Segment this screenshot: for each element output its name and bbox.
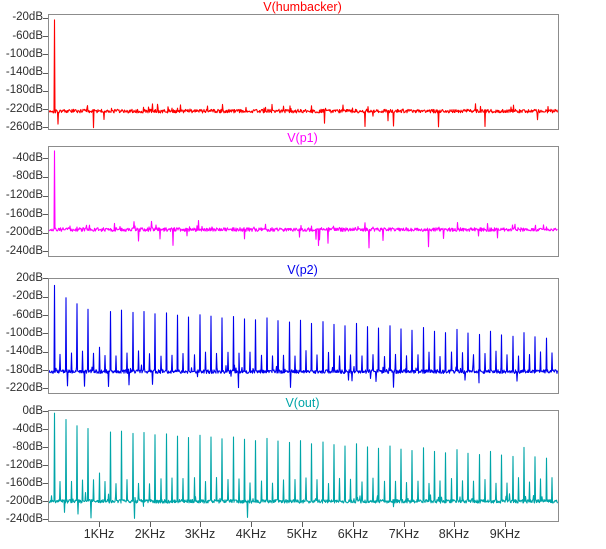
x-axis-tick-label: 4KHz xyxy=(235,527,267,541)
y-axis-tick-label: -220dB xyxy=(5,381,43,394)
y-axis-tick-mark xyxy=(43,483,48,484)
x-axis-tick-label: 5KHz xyxy=(286,527,318,541)
y-axis-tick-label: -120dB xyxy=(5,458,43,471)
y-axis-tick-label: 0dB xyxy=(22,404,43,417)
y-axis-tick-mark xyxy=(43,73,48,74)
y-axis-tick-mark xyxy=(43,501,48,502)
y-axis-tick-mark xyxy=(43,214,48,215)
y-axis-tick-label: -260dB xyxy=(5,120,43,133)
waveform-trace-p2 xyxy=(49,284,558,389)
x-axis-tick-mark xyxy=(302,522,303,527)
y-axis-tick-label: -160dB xyxy=(5,207,43,220)
x-axis-tick-mark xyxy=(150,522,151,527)
y-axis-tick-mark xyxy=(43,465,48,466)
y-axis-tick-mark xyxy=(43,447,48,448)
y-axis-tick-mark xyxy=(43,158,48,159)
y-axis-tick-mark xyxy=(43,411,48,412)
x-axis-tick-mark xyxy=(99,522,100,527)
y-axis-tick-label: -200dB xyxy=(5,494,43,507)
x-axis-tick-mark xyxy=(454,522,455,527)
y-axis-tick-mark xyxy=(43,233,48,234)
y-axis-tick-mark xyxy=(43,18,48,19)
x-axis-tick-mark xyxy=(404,522,405,527)
y-axis-tick-mark xyxy=(43,177,48,178)
y-axis-tick-mark xyxy=(43,109,48,110)
y-axis-tick-mark xyxy=(43,127,48,128)
trace-title-out[interactable]: V(out) xyxy=(285,396,320,410)
plot-area-out[interactable] xyxy=(48,410,559,522)
plot-area-p2[interactable] xyxy=(48,278,559,394)
y-axis-tick-mark xyxy=(43,196,48,197)
y-axis-tick-mark xyxy=(43,352,48,353)
plot-area-p1[interactable] xyxy=(48,146,559,257)
y-axis-tick-mark xyxy=(43,333,48,334)
x-axis-tick-mark xyxy=(200,522,201,527)
y-axis-tick-label: -80dB xyxy=(12,170,43,183)
waveform-trace-p1 xyxy=(49,150,558,249)
y-axis-tick-mark xyxy=(43,388,48,389)
y-axis-tick-label: -20dB xyxy=(12,290,43,303)
y-axis-tick-label: -140dB xyxy=(5,345,43,358)
waveform-trace-humbacker xyxy=(49,19,558,129)
y-axis-tick-label: -60dB xyxy=(12,29,43,42)
y-axis-tick-label: -60dB xyxy=(12,308,43,321)
y-axis-tick-label: -160dB xyxy=(5,476,43,489)
y-axis-tick-mark xyxy=(43,297,48,298)
y-axis-tick-mark xyxy=(43,315,48,316)
trace-title-humbacker[interactable]: V(humbacker) xyxy=(263,0,342,14)
y-axis-tick-label: -40dB xyxy=(12,422,43,435)
plot-area-humbacker[interactable] xyxy=(48,14,559,130)
y-axis-tick-mark xyxy=(43,429,48,430)
y-axis-tick-mark xyxy=(43,519,48,520)
y-axis-tick-label: -20dB xyxy=(12,11,43,24)
y-axis-tick-label: -180dB xyxy=(5,363,43,376)
y-axis-tick-mark xyxy=(43,278,48,279)
y-axis-tick-label: -180dB xyxy=(5,84,43,97)
y-axis-tick-mark xyxy=(43,36,48,37)
y-axis-tick-label: -240dB xyxy=(5,244,43,257)
y-axis-tick-mark xyxy=(43,91,48,92)
y-axis-tick-mark xyxy=(43,251,48,252)
x-axis-tick-label: 2KHz xyxy=(134,527,166,541)
x-axis-tick-label: 1KHz xyxy=(83,527,115,541)
y-axis-tick-label: -220dB xyxy=(5,102,43,115)
x-axis-tick-label: 3KHz xyxy=(184,527,216,541)
y-axis-tick-label: -200dB xyxy=(5,226,43,239)
x-axis-tick-mark xyxy=(251,522,252,527)
y-axis-tick-label: 20dB xyxy=(16,271,43,284)
x-axis-tick-mark xyxy=(353,522,354,527)
y-axis-tick-label: -40dB xyxy=(12,151,43,164)
trace-title-p2[interactable]: V(p2) xyxy=(287,263,318,277)
y-axis-tick-label: -100dB xyxy=(5,326,43,339)
y-axis-tick-label: -100dB xyxy=(5,47,43,60)
x-axis-tick-mark xyxy=(505,522,506,527)
x-axis-tick-label: 7KHz xyxy=(388,527,420,541)
x-axis-tick-label: 6KHz xyxy=(337,527,369,541)
y-axis-tick-mark xyxy=(43,370,48,371)
y-axis-tick-mark xyxy=(43,54,48,55)
trace-title-p1[interactable]: V(p1) xyxy=(287,131,318,145)
x-axis-tick-label: 8KHz xyxy=(438,527,470,541)
y-axis-tick-label: -80dB xyxy=(12,440,43,453)
y-axis-tick-label: -140dB xyxy=(5,66,43,79)
y-axis-tick-label: -240dB xyxy=(5,512,43,525)
x-axis-tick-label: 9KHz xyxy=(489,527,521,541)
waveform-trace-out xyxy=(49,412,558,519)
y-axis-tick-label: -120dB xyxy=(5,189,43,201)
